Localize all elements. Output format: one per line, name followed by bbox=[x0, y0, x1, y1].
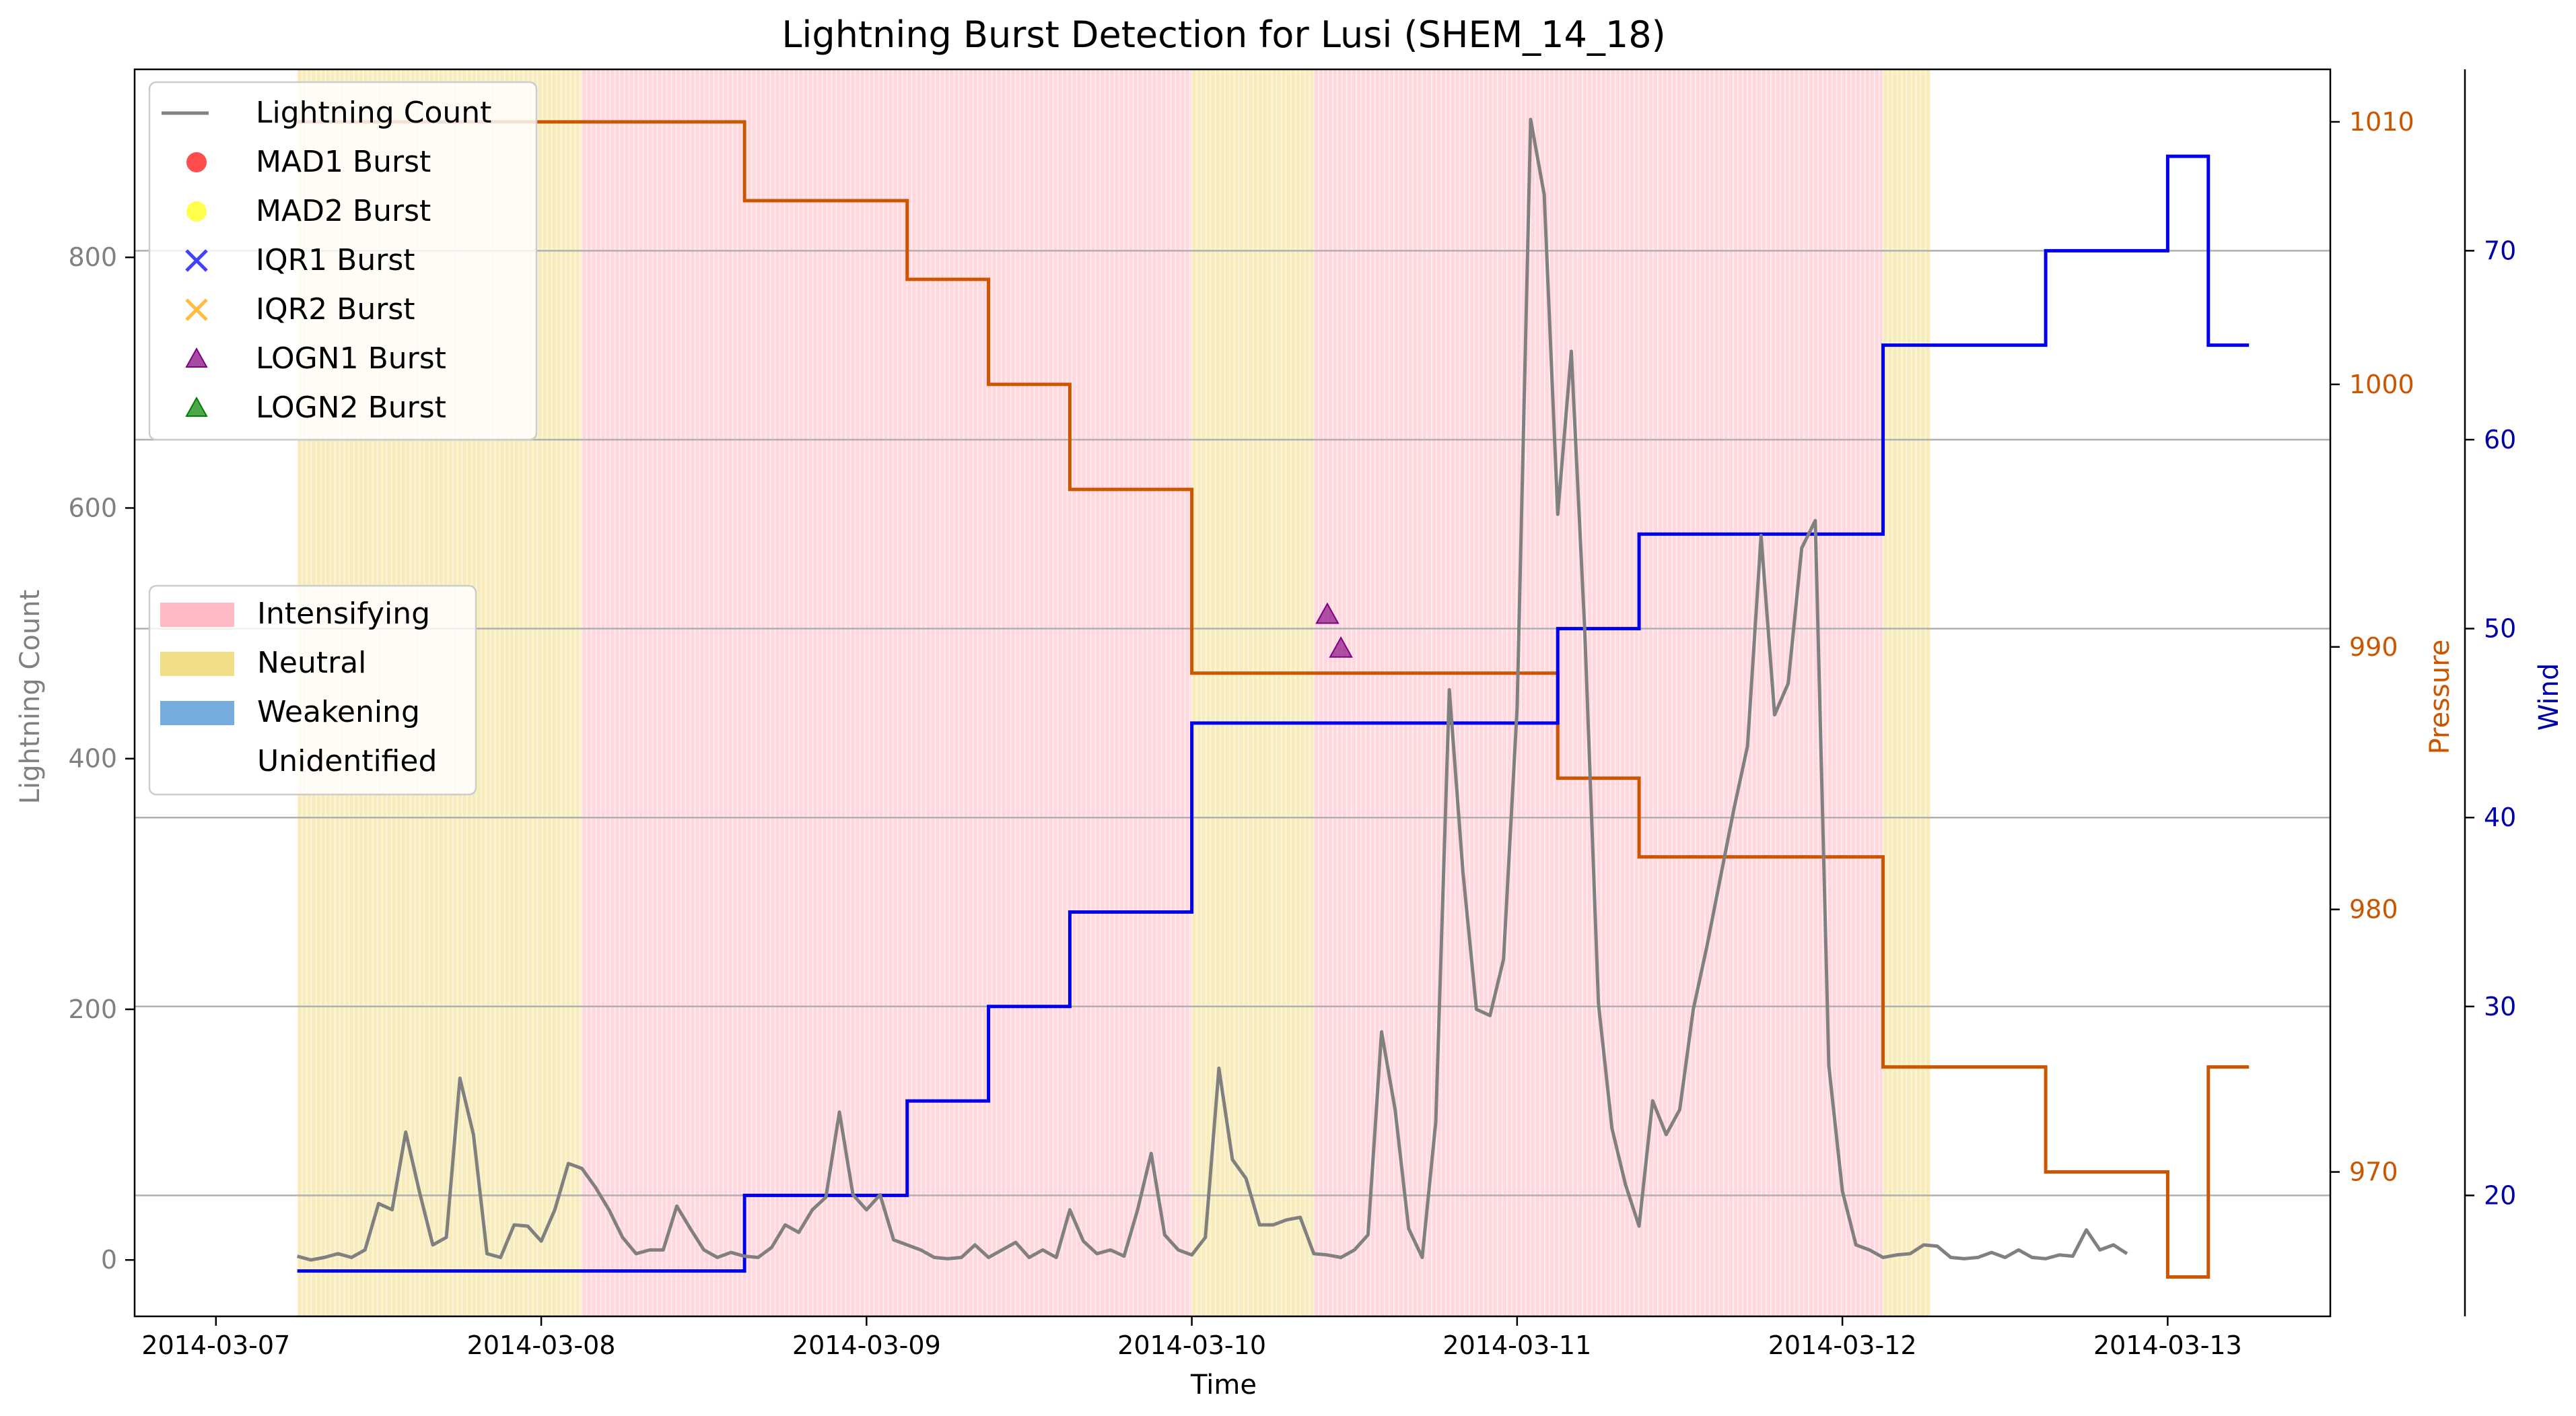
legend-label-phase: Intensifying bbox=[257, 597, 430, 631]
x-tick-label: 2014-03-13 bbox=[2093, 1330, 2242, 1360]
wind-line bbox=[297, 154, 2250, 1273]
wind-series bbox=[297, 154, 2250, 1273]
y-tick-label: 0 bbox=[101, 1245, 117, 1275]
legend-marker-circle bbox=[186, 201, 207, 222]
y-tick-label: 200 bbox=[68, 994, 117, 1024]
tick-labels: 2014-03-07 2014-03-08 2014-03-09 2014-03-10… bbox=[68, 107, 2516, 1360]
x-tick-label: 2014-03-08 bbox=[467, 1330, 616, 1360]
wind-tick-label: 30 bbox=[2484, 992, 2516, 1021]
burst-markers bbox=[1315, 602, 1353, 658]
x-axis-label: Time bbox=[1190, 1370, 1257, 1401]
y-axis-label: Lightning Count bbox=[15, 590, 46, 805]
phase-legend-box bbox=[148, 584, 477, 796]
logn1-burst-marker bbox=[1315, 602, 1339, 624]
legend-label-marker: IQR1 Burst bbox=[256, 243, 415, 277]
y-tick-label: 400 bbox=[68, 744, 117, 774]
legend-phase-swatch bbox=[160, 701, 234, 725]
pressure-tick-label: 980 bbox=[2349, 895, 2398, 924]
wind-tick-label: 50 bbox=[2484, 614, 2516, 644]
x-tick-label: 2014-03-07 bbox=[141, 1330, 290, 1360]
legend-label-marker: IQR2 Burst bbox=[256, 292, 415, 327]
pressure-line bbox=[297, 120, 2250, 1279]
chart-title: Lightning Burst Detection for Lusi (SHEM… bbox=[781, 13, 1665, 56]
x-tick-label: 2014-03-11 bbox=[1442, 1330, 1591, 1360]
series-legend-box bbox=[148, 81, 538, 441]
wind-tick-label: 20 bbox=[2484, 1180, 2516, 1210]
y-tick-label: 600 bbox=[68, 493, 117, 522]
legend-label-marker: LOGN1 Burst bbox=[256, 341, 446, 376]
legend-phase-swatch bbox=[160, 750, 234, 774]
x-tick-label: 2014-03-09 bbox=[792, 1330, 941, 1360]
legend-marker-circle bbox=[186, 152, 207, 172]
y-tick-label: 800 bbox=[68, 242, 117, 272]
x-tick-label: 2014-03-12 bbox=[1768, 1330, 1917, 1360]
legend-phase-swatch bbox=[160, 652, 234, 676]
lightning-line bbox=[296, 117, 2128, 1262]
legend-marker-x bbox=[185, 298, 208, 321]
legend-label-marker: MAD2 Burst bbox=[256, 194, 431, 228]
phase-legend: Intensifying Neutral Weakening Unidentified bbox=[148, 584, 477, 796]
pressure-tick-label: 990 bbox=[2349, 632, 2398, 662]
legend-phase-swatch bbox=[160, 603, 234, 627]
wind-tick-label: 60 bbox=[2484, 425, 2516, 454]
legend-marker-triangle bbox=[185, 347, 208, 368]
legend-marker-x bbox=[185, 249, 208, 272]
legend-label-phase: Neutral bbox=[257, 646, 366, 680]
x-tick-label: 2014-03-10 bbox=[1117, 1330, 1266, 1360]
pressure-series bbox=[297, 120, 2250, 1279]
pressure-tick-label: 970 bbox=[2349, 1157, 2398, 1187]
legend-label-lightning: Lightning Count bbox=[256, 96, 491, 130]
logn1-burst-marker bbox=[1329, 636, 1353, 658]
legend-label-phase: Unidentified bbox=[257, 744, 437, 778]
pressure-tick-label: 1010 bbox=[2349, 107, 2414, 137]
wind-tick-label: 40 bbox=[2484, 803, 2516, 832]
series-legend: Lightning Count MAD1 Burst MAD2 Burst IQR1 … bbox=[148, 81, 538, 441]
pressure-tick-label: 1000 bbox=[2349, 370, 2414, 399]
legend-label-phase: Weakening bbox=[257, 695, 420, 729]
wind-axis-label: Wind bbox=[2534, 663, 2565, 731]
legend-label-marker: MAD1 Burst bbox=[256, 145, 431, 179]
pressure-axis-label: Pressure bbox=[2425, 640, 2456, 755]
wind-tick-label: 70 bbox=[2484, 236, 2516, 265]
axes bbox=[133, 68, 2466, 1318]
phase-shading bbox=[296, 69, 1931, 1316]
plot-frame bbox=[133, 68, 2332, 1318]
legend-label-marker: LOGN2 Burst bbox=[256, 391, 446, 425]
lightning-series bbox=[296, 117, 2128, 1262]
legend-marker-triangle bbox=[185, 396, 208, 417]
